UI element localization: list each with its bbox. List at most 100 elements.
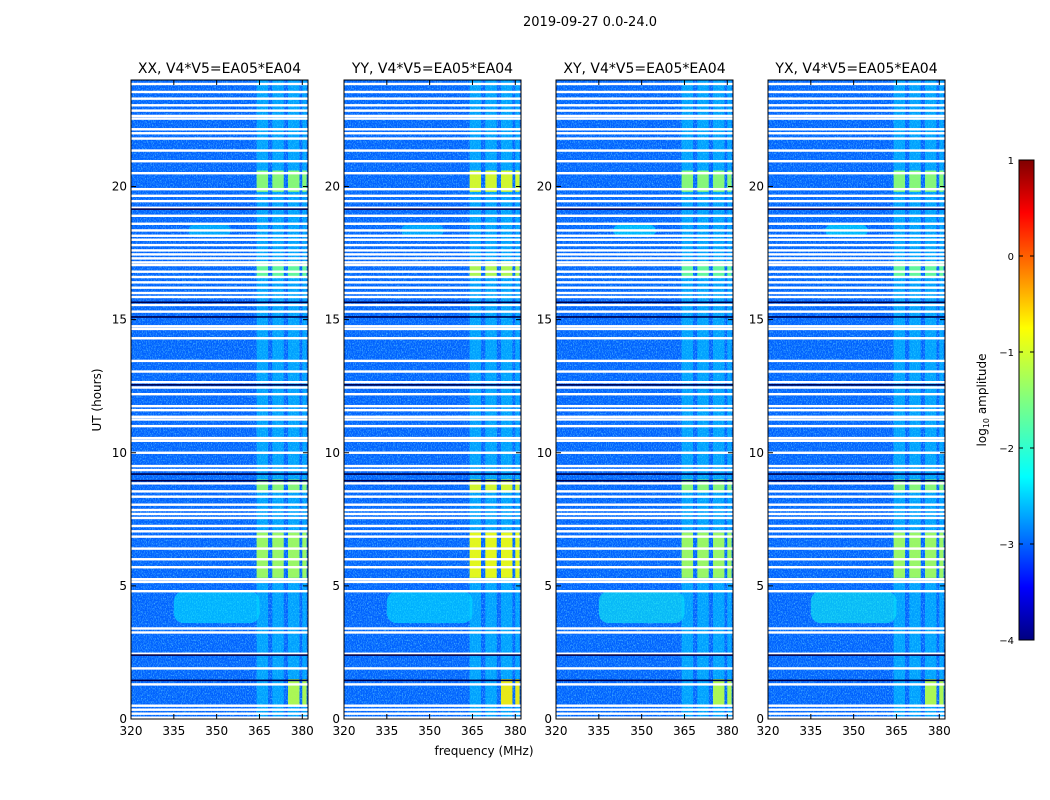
rfi-segment <box>909 532 921 578</box>
rfi-band <box>681 80 694 719</box>
flagged-row <box>131 524 308 528</box>
flagged-row <box>344 408 521 412</box>
dark-row <box>131 479 308 482</box>
flagged-row <box>131 631 308 634</box>
flagged-row <box>131 464 308 468</box>
x-tick-label: 380 <box>291 724 314 738</box>
flagged-row <box>768 137 945 140</box>
flagged-row <box>556 392 733 396</box>
flagged-row <box>556 160 733 163</box>
flagged-row <box>556 590 733 593</box>
y-tick-label: 10 <box>112 446 127 460</box>
colorbar-tick-label: −1 <box>999 348 1014 359</box>
flagged-row <box>131 238 308 241</box>
flagged-row <box>131 82 308 86</box>
flagged-row <box>131 286 308 289</box>
flagged-row <box>556 547 733 550</box>
colorbar-tick-label: 0 <box>1008 252 1014 263</box>
y-tick-label: 20 <box>749 180 764 194</box>
panel-plot-area <box>768 80 945 719</box>
rfi-segment <box>925 261 937 278</box>
flagged-row <box>768 512 945 516</box>
rfi-segment <box>515 479 520 493</box>
rfi-segment <box>515 532 520 578</box>
flagged-row <box>131 482 308 485</box>
flagged-row <box>556 270 733 273</box>
rfi-segment <box>469 261 482 278</box>
flagged-row <box>344 558 521 561</box>
x-tick-label: 335 <box>375 724 398 738</box>
flagged-row <box>768 325 945 328</box>
colorbar-tick-label: 1 <box>1008 156 1014 167</box>
flagged-row <box>131 578 308 581</box>
flagged-row <box>344 187 521 191</box>
panel-xx: XX, V4*V5=EA05*EA04 320 335 350 365 380 0 5 10 15… <box>112 61 314 738</box>
flagged-row <box>768 408 945 412</box>
x-tick-label: 365 <box>461 724 484 738</box>
flagged-row <box>344 468 521 472</box>
x-tick-label: 335 <box>587 724 610 738</box>
panel-title: XY, V4*V5=EA05*EA04 <box>563 61 725 77</box>
x-tick-label: 335 <box>162 724 185 738</box>
rfi-segment <box>288 479 300 493</box>
flagged-row <box>768 418 945 421</box>
flagged-row <box>344 495 521 498</box>
dark-row <box>344 301 521 304</box>
flagged-row <box>556 243 733 247</box>
flagged-row <box>768 386 945 389</box>
panel-plot-area <box>131 80 308 719</box>
dark-row <box>768 473 945 475</box>
y-tick-label: 10 <box>749 446 764 460</box>
x-tick-label: 320 <box>120 724 143 738</box>
rfi-segment <box>288 532 300 578</box>
dark-row <box>768 208 945 210</box>
dark-row <box>556 301 733 304</box>
flagged-row <box>131 418 308 421</box>
flagged-row <box>556 234 733 237</box>
flagged-row <box>768 708 945 711</box>
figure-suptitle: 2019-09-27 0.0-24.0 <box>523 15 657 30</box>
flagged-row <box>344 578 521 581</box>
flagged-row <box>768 337 945 340</box>
x-tick-label: 365 <box>885 724 908 738</box>
flagged-row <box>768 424 945 428</box>
flagged-row <box>131 132 308 135</box>
rfi-band <box>469 80 482 719</box>
flagged-row <box>556 683 733 686</box>
flagged-row <box>344 310 521 313</box>
flagged-row <box>556 291 733 295</box>
flagged-row <box>344 243 521 247</box>
dark-row <box>768 301 945 304</box>
flagged-row <box>768 631 945 634</box>
dark-row <box>768 479 945 482</box>
rfi-segment <box>893 479 906 493</box>
flagged-row <box>768 243 945 247</box>
flagged-row <box>768 327 945 331</box>
flagged-row <box>344 436 521 440</box>
flagged-row <box>344 516 521 520</box>
rfi-segment <box>681 532 694 578</box>
rfi-segment <box>515 170 520 192</box>
colorbar-label: log10 amplitude <box>975 354 991 447</box>
flagged-row <box>556 558 733 561</box>
flagged-row <box>768 97 945 100</box>
flagged-row <box>344 128 521 131</box>
flagged-row <box>131 508 308 512</box>
flagged-row <box>131 337 308 340</box>
flagged-row <box>344 194 521 198</box>
rfi-segment <box>925 479 937 493</box>
y-tick-label: 5 <box>119 579 127 593</box>
x-tick-label: 320 <box>545 724 568 738</box>
flagged-row <box>131 512 308 516</box>
flagged-row <box>131 683 308 686</box>
flagged-row <box>131 503 308 506</box>
flagged-row <box>768 436 945 440</box>
diffuse-feature <box>598 591 685 624</box>
flagged-row <box>768 468 945 472</box>
flagged-row <box>344 418 521 421</box>
dark-row <box>344 473 521 475</box>
panel-plot-area <box>344 80 521 719</box>
dark-row <box>131 301 308 304</box>
rfi-segment <box>713 532 725 578</box>
flagged-row <box>768 149 945 152</box>
